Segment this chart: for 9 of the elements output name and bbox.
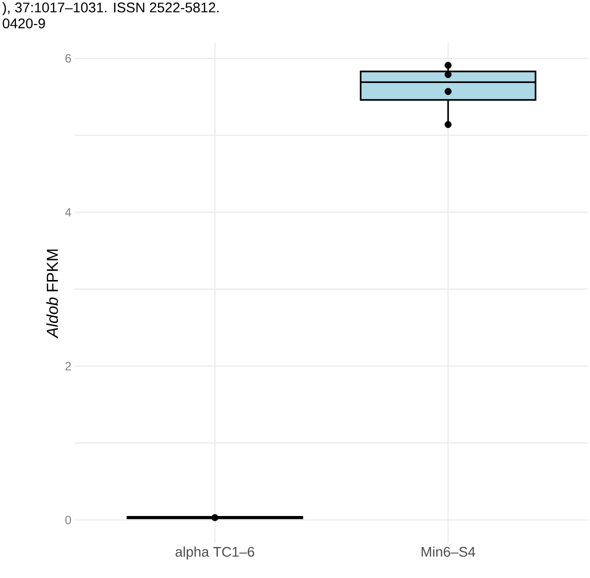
x-tick-label: alpha TC1–6 [176, 546, 254, 560]
y-tick-label: 0 [65, 516, 72, 524]
y-tick-label: 2 [65, 362, 71, 370]
y-tick-label: 4 [65, 208, 72, 216]
y-tick-label: 6 [65, 54, 71, 63]
text: ), 37:1017–1031. ISSN 2522-5812. [2, 2, 219, 16]
x-tick-label: Min6–S4 [422, 546, 476, 557]
y-axis-title: Aldob FPKM [46, 250, 58, 339]
text: 0420-9 [2, 18, 45, 28]
